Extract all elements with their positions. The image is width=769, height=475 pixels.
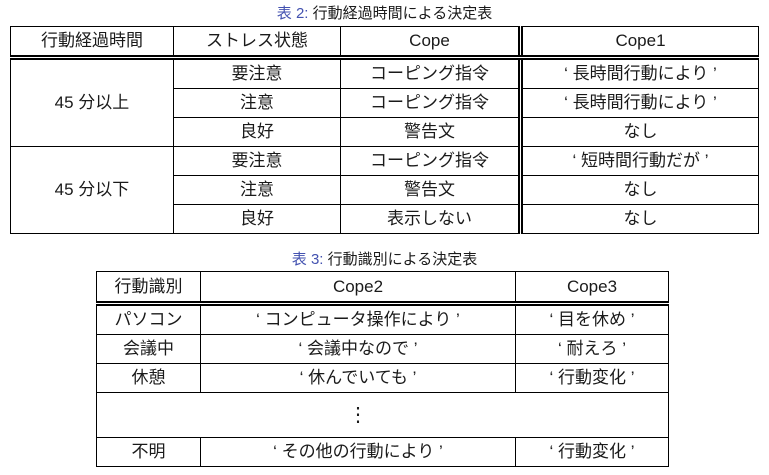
t3-r1-action: 会議中 [96, 334, 201, 364]
t3-r0-action: パソコン [96, 303, 201, 335]
t3-header-cope3: Cope3 [515, 271, 669, 306]
t3-ellipsis-row: ⋮ [96, 392, 669, 438]
t3-r2-cope2: ‘ 休んでいても ’ [200, 363, 516, 393]
table3-caption-label: 表 3: [291, 251, 324, 268]
t2-g1r0-cope: コーピング指令 [340, 146, 521, 176]
table-row: 会議中 ‘ 会議中なので ’ ‘ 耐えろ ’ [96, 334, 669, 364]
t2-g0r1-cope1: ‘ 長時間行動により ’ [518, 88, 759, 118]
t2-g1r2-cope1: なし [518, 204, 759, 234]
t2-g1r0-cope1: ‘ 短時間行動だが ’ [518, 146, 759, 176]
t3-ellipsis-spacer-right [515, 392, 669, 438]
t2-g0r0-cope1: ‘ 長時間行動により ’ [518, 57, 759, 89]
t3-last-cope2: ‘ その他の行動により ’ [200, 437, 516, 467]
table-row: 注意 警告文 なし [11, 175, 759, 205]
table2-caption-label: 表 2: [276, 5, 309, 22]
t3-r0-cope3: ‘ 目を休め ’ [515, 303, 669, 335]
table-row: 不明 ‘ その他の行動により ’ ‘ 行動変化 ’ [96, 437, 669, 467]
t3-r0-cope2: ‘ コンピュータ操作により ’ [200, 303, 516, 335]
t2-header-row: 行動経過時間 ストレス状態 Cope Cope1 [10, 26, 759, 60]
t2-g0r1-cope: コーピング指令 [340, 88, 521, 118]
table-row: 45 分以下 要注意 コーピング指令 ‘ 短時間行動だが ’ [10, 146, 759, 234]
table3-caption-text: 行動識別による決定表 [327, 251, 478, 268]
t3-header-row: 行動識別 Cope2 Cope3 [96, 271, 669, 306]
t3-r2-cope3: ‘ 行動変化 ’ [515, 363, 669, 393]
table-row: 注意 コーピング指令 ‘ 長時間行動により ’ [11, 88, 759, 118]
table2-caption: 表 2: 行動経過時間による決定表 [0, 0, 769, 23]
table2-caption-text: 行動経過時間による決定表 [312, 5, 493, 22]
t2-g1r2-stress: 良好 [173, 204, 341, 234]
t2-header-stress-state: ストレス状態 [173, 26, 341, 60]
t2-g0r0-cope: コーピング指令 [340, 57, 521, 89]
t2-g1r1-cope: 警告文 [340, 175, 521, 205]
t3-r1-cope3: ‘ 耐えろ ’ [515, 334, 669, 364]
table3-caption: 表 3: 行動識別による決定表 [0, 251, 769, 269]
t2-g1r1-cope1: なし [518, 175, 759, 205]
table-row: 良好 警告文 なし [11, 117, 759, 147]
t3-r1-cope2: ‘ 会議中なので ’ [200, 334, 516, 364]
t2-header-cope1: Cope1 [518, 26, 759, 60]
t3-r2-action: 休憩 [96, 363, 201, 393]
t2-time-under45-cell: 45 分以下 [10, 146, 174, 234]
t3-vertical-ellipsis: ⋮ [200, 392, 516, 438]
t2-g1r2-cope: 表示しない [340, 204, 521, 234]
t3-last-action: 不明 [96, 437, 201, 467]
t2-g0r0-stress: 要注意 [173, 57, 341, 89]
t2-g1r1-stress: 注意 [173, 175, 341, 205]
t2-header-elapsed-time: 行動経過時間 [10, 26, 174, 60]
table-row: 休憩 ‘ 休んでいても ’ ‘ 行動変化 ’ [96, 363, 669, 393]
table3-decision-table: 行動識別 Cope2 Cope3 パソコン ‘ コンピュータ操作により ’ ‘ … [96, 271, 669, 467]
t3-header-action-id: 行動識別 [96, 271, 201, 306]
t2-time-over45-cell: 45 分以上 [10, 57, 174, 147]
t2-g0r2-cope1: なし [518, 117, 759, 147]
t3-ellipsis-spacer-left [96, 392, 201, 438]
table-row: 45 分以上 要注意 コーピング指令 ‘ 長時間行動により ’ [10, 57, 759, 147]
t2-g0r2-stress: 良好 [173, 117, 341, 147]
t2-header-cope: Cope [340, 26, 521, 60]
t2-g0r2-cope: 警告文 [340, 117, 521, 147]
table-row: パソコン ‘ コンピュータ操作により ’ ‘ 目を休め ’ [96, 303, 669, 335]
t3-last-cope3: ‘ 行動変化 ’ [515, 437, 669, 467]
table-row: 良好 表示しない なし [11, 204, 759, 234]
t2-g0r1-stress: 注意 [173, 88, 341, 118]
t3-header-cope2: Cope2 [200, 271, 516, 306]
table2-decision-table: 行動経過時間 ストレス状態 Cope Cope1 45 分以上 要注意 コーピン… [10, 26, 759, 234]
t2-g1r0-stress: 要注意 [173, 146, 341, 176]
